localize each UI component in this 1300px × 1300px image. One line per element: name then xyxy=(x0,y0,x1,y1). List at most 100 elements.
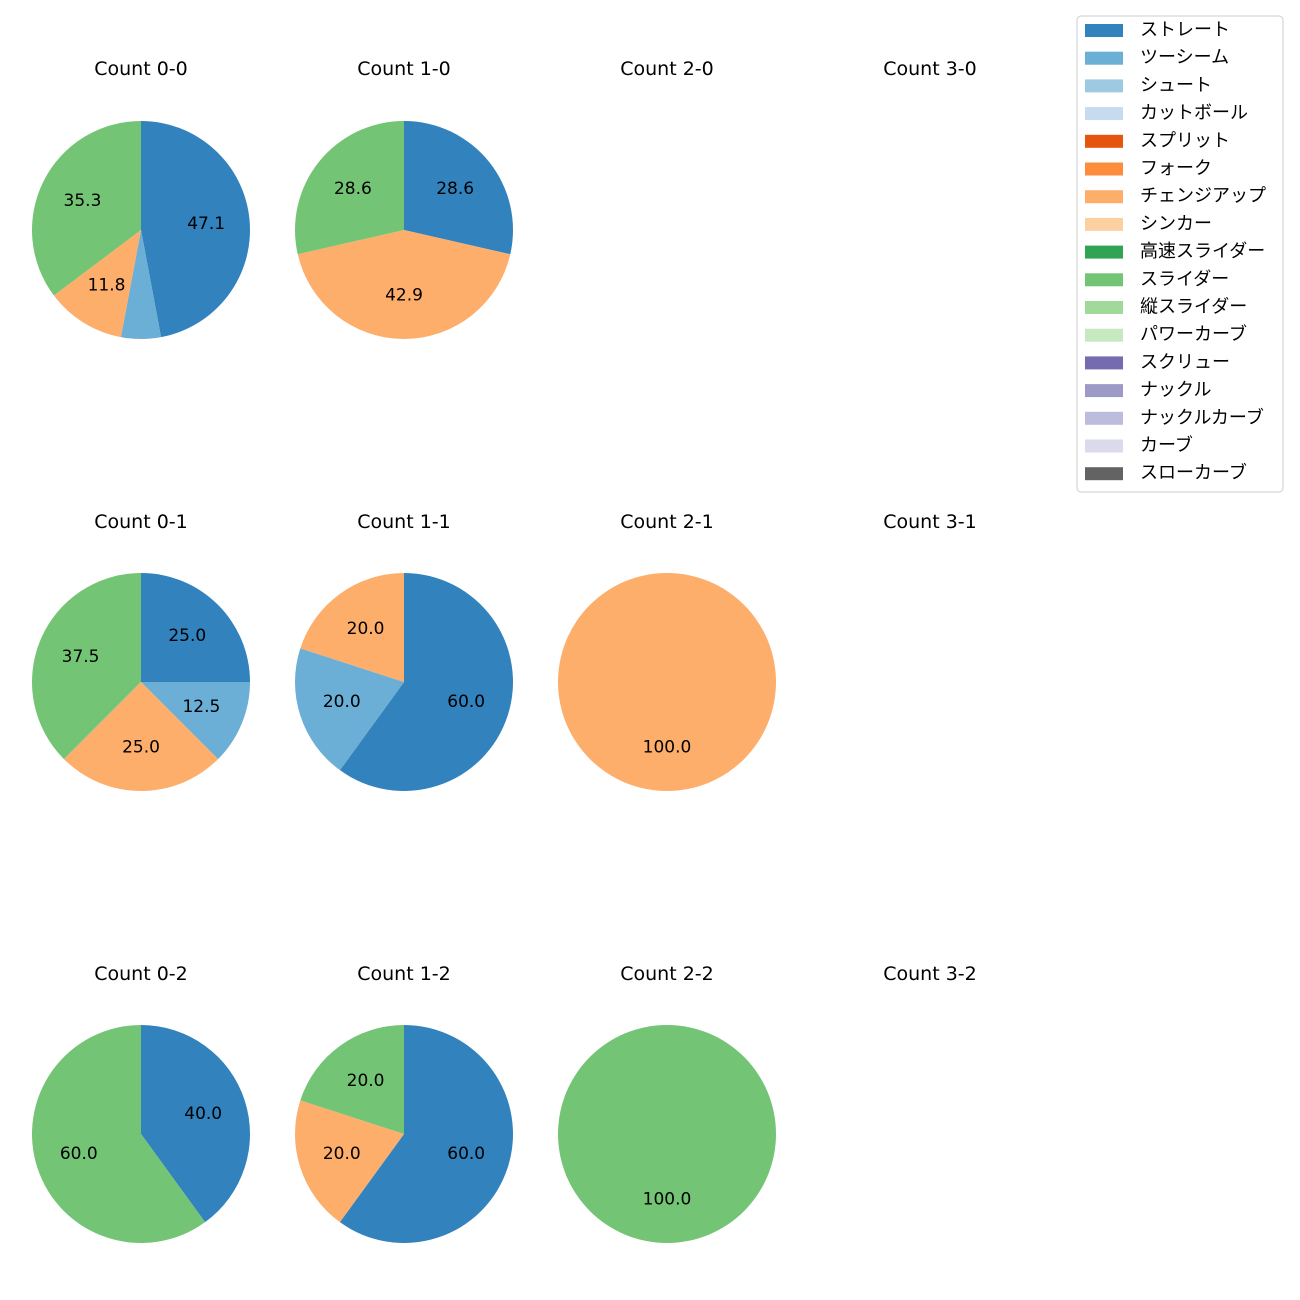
legend-label: フォーク xyxy=(1140,158,1212,179)
panel-title: Count 1-0 xyxy=(357,58,451,80)
legend-label: チェンジアップ xyxy=(1140,186,1266,207)
pie-panel: Count 3-0 xyxy=(883,58,977,80)
slice-label: 40.0 xyxy=(184,1104,222,1124)
legend-swatch xyxy=(1085,134,1123,148)
pie-slice xyxy=(141,573,250,682)
legend-label: 高速スライダー xyxy=(1140,241,1265,262)
legend-swatch xyxy=(1085,190,1123,204)
panel-title: Count 0-1 xyxy=(94,511,188,533)
slice-label: 60.0 xyxy=(447,692,485,712)
slice-label: 28.6 xyxy=(334,179,372,199)
pie-slice xyxy=(297,230,511,339)
legend-label: スクリュー xyxy=(1140,352,1230,373)
legend-swatch xyxy=(1085,273,1123,287)
pie-slice xyxy=(295,121,404,255)
slice-label: 25.0 xyxy=(168,626,206,646)
pie-slice xyxy=(558,573,776,791)
pie-slice xyxy=(404,121,513,255)
pie-panel: Count 1-2 60.0 20.0 20.0 xyxy=(294,963,513,1243)
pie-slice xyxy=(339,1025,513,1243)
pie-panel: Count 1-0 28.6 42.9 28.6 xyxy=(295,58,513,339)
panel-title: Count 2-2 xyxy=(620,963,714,985)
panel-title: Count 2-0 xyxy=(620,58,714,80)
legend-label: ナックルカーブ xyxy=(1140,406,1264,428)
slice-label: 47.1 xyxy=(187,214,225,234)
pie-slice xyxy=(120,230,162,339)
pie-panel: Count 2-0 xyxy=(620,58,714,80)
legend-swatch xyxy=(1085,107,1123,121)
pie-slice xyxy=(31,120,141,296)
legend: ストレートツーシームシュートカットボールスプリットフォークチェンジアップシンカー… xyxy=(1076,15,1284,493)
panel-title: Count 3-1 xyxy=(883,511,977,533)
slice-label: 37.5 xyxy=(62,647,100,667)
pie-slice xyxy=(294,648,404,771)
slice-label: 11.8 xyxy=(88,276,126,296)
pie-slice xyxy=(141,121,250,338)
slice-label: 28.6 xyxy=(436,179,474,199)
pie-slice xyxy=(141,682,250,760)
slice-label: 20.0 xyxy=(323,1144,361,1164)
slice-label: 60.0 xyxy=(447,1144,485,1164)
legend-label: 縦スライダー xyxy=(1140,297,1247,318)
pie-slice xyxy=(141,1025,250,1223)
legend-swatch xyxy=(1085,24,1123,37)
pie-panel: Count 0-1 25.0 12.5 25.0 37.5 xyxy=(31,511,250,791)
slice-label: 100.0 xyxy=(643,737,692,757)
legend-swatch xyxy=(1085,162,1123,176)
pie-panel: Count 2-2 100.0 xyxy=(558,963,776,1243)
pie-slice xyxy=(339,573,513,791)
pie-panel: Count 2-1 100.0 xyxy=(558,511,776,791)
slice-label: 20.0 xyxy=(347,1071,385,1091)
pie-slice xyxy=(31,572,141,760)
slice-label: 60.0 xyxy=(60,1144,98,1164)
legend-label: スローカーブ xyxy=(1140,462,1247,484)
legend-swatch xyxy=(1085,51,1123,65)
legend-label: シンカー xyxy=(1140,213,1212,234)
panel-title: Count 1-2 xyxy=(357,963,451,985)
pie-slice xyxy=(300,573,404,682)
legend-swatch xyxy=(1085,245,1123,259)
legend-label: カットボール xyxy=(1140,103,1248,124)
legend-swatch xyxy=(1085,328,1123,342)
legend-swatch xyxy=(1085,301,1123,314)
slice-label: 20.0 xyxy=(323,692,361,712)
legend-label: スライダー xyxy=(1140,269,1229,290)
legend-swatch xyxy=(1085,384,1123,398)
panel-title: Count 2-1 xyxy=(620,511,714,533)
legend-label: スプリット xyxy=(1140,130,1230,151)
pie-slice xyxy=(294,1100,404,1223)
slice-label: 42.9 xyxy=(385,285,423,305)
pie-panel: Count 1-1 60.0 20.0 20.0 xyxy=(294,511,513,791)
panel-title: Count 0-2 xyxy=(94,963,188,985)
pie-slice xyxy=(63,682,219,791)
slice-label: 25.0 xyxy=(122,737,160,757)
legend-label: シュート xyxy=(1140,75,1212,96)
legend-label: ナックル xyxy=(1140,380,1211,401)
panels-layer: Count 0-0 47.1 11.8 35.3 Count 1-0 28.6 42.9 28… xyxy=(31,58,977,1243)
panel-title: Count 3-2 xyxy=(883,963,977,985)
slice-label: 20.0 xyxy=(347,619,385,639)
slice-label: 35.3 xyxy=(64,191,102,211)
legend-swatch xyxy=(1085,356,1123,370)
legend-frame xyxy=(1076,15,1284,493)
legend-label: ツーシーム xyxy=(1140,47,1229,68)
slice-label: 100.0 xyxy=(643,1189,692,1209)
panel-title: Count 1-1 xyxy=(357,511,451,533)
pie-panel: Count 0-0 47.1 11.8 35.3 xyxy=(31,58,250,339)
pie-panel: Count 3-1 xyxy=(883,511,977,533)
pie-slice xyxy=(32,1025,206,1243)
legend-swatch xyxy=(1085,79,1123,93)
legend-label: カーブ xyxy=(1140,434,1193,456)
legend-swatch xyxy=(1085,217,1123,231)
pie-panel: Count 0-2 40.0 60.0 xyxy=(32,963,250,1243)
legend-swatch xyxy=(1085,467,1123,481)
pie-slice xyxy=(300,1025,404,1134)
legend-swatch xyxy=(1085,411,1123,425)
legend-label: パワーカーブ xyxy=(1140,323,1247,345)
panel-title: Count 0-0 xyxy=(94,58,188,80)
legend-label: ストレート xyxy=(1140,20,1230,41)
pie-panel: Count 3-2 xyxy=(883,963,977,985)
pie-slice xyxy=(53,230,141,338)
